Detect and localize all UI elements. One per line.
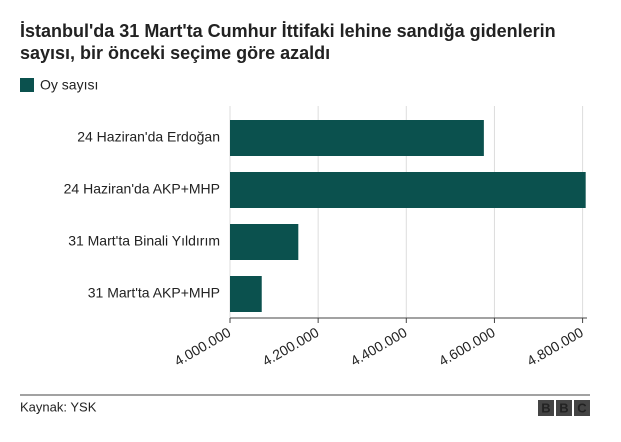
logo-box [574,400,590,416]
logo-box [538,400,554,416]
x-tick-label: 4.600.000 [436,324,498,369]
bar [230,276,262,312]
logo-letter: B [541,400,550,415]
x-tick-label: 4.200.000 [260,324,322,369]
chart-title: İstanbul'da 31 Mart'ta Cumhur İttifaki l… [20,21,556,63]
bar [230,224,299,260]
logo-letter: B [559,400,568,415]
title-box: İstanbul'da 31 Mart'ta Cumhur İttifaki l… [20,21,556,63]
legend-label: Oy sayısı [40,77,98,93]
x-tick-label: 4.800.000 [524,324,586,369]
y-tick-label: 24 Haziran'da Erdoğan [77,129,220,145]
bar [230,120,484,156]
x-tick-label: 4.400.000 [348,324,410,369]
y-tick-label: 24 Haziran'da AKP+MHP [64,181,220,197]
y-tick-label: 31 Mart'ta Binali Yıldırım [68,233,220,249]
legend-swatch [20,78,34,92]
bar [230,172,586,208]
source: Kaynak: YSK [20,399,97,414]
y-tick-label: 31 Mart'ta AKP+MHP [88,285,220,301]
logo-letter: C [577,400,587,415]
x-tick-label: 4.000.000 [171,324,233,369]
logo-box [556,400,572,416]
